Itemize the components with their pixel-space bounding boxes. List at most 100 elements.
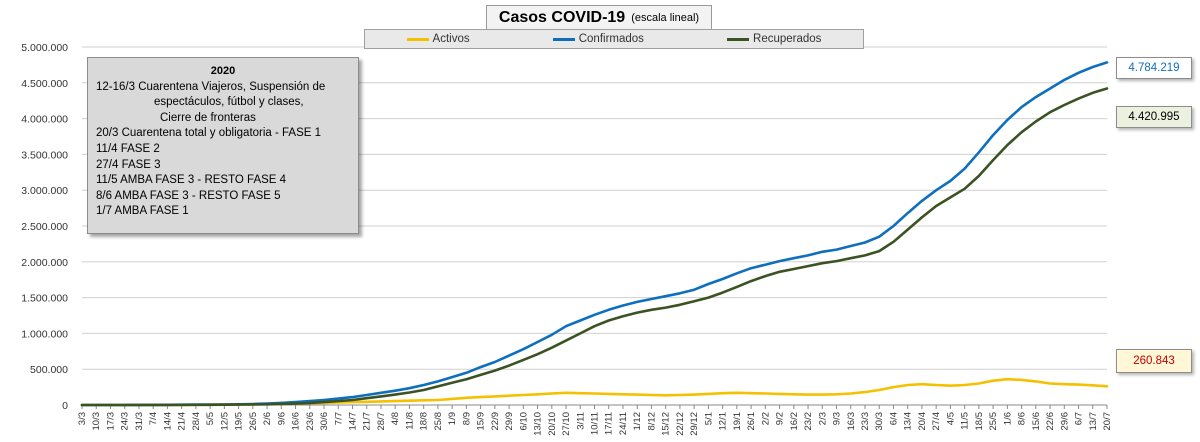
annotation-line: 1/7 AMBA FASE 1 — [96, 205, 189, 218]
x-tick-label: 2/3 — [817, 412, 828, 425]
y-tick-label: 4.500.000 — [21, 78, 68, 90]
x-tick-label: 26/1 — [746, 412, 757, 431]
x-tick-label: 29/9 — [504, 412, 515, 431]
annotation-line: espectáculos, fútbol y clases, — [154, 96, 304, 109]
legend-swatch-confirmados — [552, 37, 575, 41]
y-tick-label: 3.500.000 — [21, 149, 68, 161]
x-tick-label: 2/6 — [262, 412, 273, 425]
x-tick-label: 16/3 — [846, 412, 857, 431]
legend-label-recuperados: Recuperados — [753, 33, 822, 45]
annotation-title: 2020 — [210, 65, 236, 77]
x-tick-label: 13/4 — [903, 412, 914, 431]
y-tick-label: 3.000.000 — [21, 185, 68, 197]
series-lines — [80, 61, 1109, 407]
x-tick-label: 25/5 — [988, 412, 999, 431]
annotation-line: 8/6 AMBA FASE 3 - RESTO FASE 5 — [96, 189, 281, 202]
x-tick-label: 9/2 — [775, 412, 786, 425]
x-tick-label: 23/2 — [803, 412, 814, 431]
legend-swatch-recuperados — [727, 37, 750, 41]
x-tick-label: 12/5 — [219, 412, 230, 431]
x-tick-label: 5/1 — [703, 412, 714, 425]
x-tick-label: 17/11 — [604, 412, 615, 435]
y-tick-label: 4.000.000 — [21, 114, 68, 126]
x-tick-label: 15/9 — [476, 412, 487, 431]
legend-item-activos: Activos — [406, 33, 470, 45]
x-tick-label: 7/4 — [148, 412, 159, 425]
x-tick-label: 9/6 — [276, 412, 287, 425]
legend-item-confirmados: Confirmados — [552, 33, 644, 45]
confirmados-last-value: 4.784.219 — [1116, 57, 1192, 79]
annotation-line: 11/5 AMBA FASE 3 - RESTO FASE 4 — [96, 174, 287, 187]
x-tick-label: 13/10 — [533, 412, 544, 436]
x-tick-label: 22/12 — [675, 412, 686, 436]
x-tick-label: 24/11 — [618, 412, 629, 435]
x-tick-label: 12/1 — [718, 412, 729, 431]
legend-label-confirmados: Confirmados — [578, 33, 644, 45]
chart-title-box: Casos COVID-19 (escala lineal) — [486, 5, 712, 31]
x-tick-label: 22/9 — [490, 412, 501, 431]
x-tick-label: 3/3 — [77, 412, 88, 425]
x-tick-label: 4/5 — [945, 412, 956, 425]
annotation-line: Cierre de fronteras — [160, 111, 256, 124]
x-tick-label: 30/3 — [874, 412, 885, 431]
x-tick-label: 8/12 — [646, 412, 657, 431]
x-tick-label: 29/6 — [1059, 412, 1070, 431]
annotation-line: 20/3 Cuarentena total y obligatoria - FA… — [96, 127, 322, 140]
y-tick-label: 2.000.000 — [21, 257, 68, 269]
x-tick-label: 19/5 — [234, 412, 245, 431]
y-tick-label: 1.000.000 — [21, 328, 68, 340]
x-axis: 3/3 10/3 17/3 24/3 31/3 7/4 14/4 21/4 28/4 5/5 12/… — [77, 405, 1113, 436]
x-tick-label: 20/4 — [917, 412, 928, 431]
x-tick-label: 20/10 — [547, 412, 558, 436]
y-tick-label: 2.500.000 — [21, 221, 68, 233]
y-tick-label: 500.000 — [30, 364, 68, 376]
x-tick-label: 6/10 — [518, 412, 529, 431]
x-tick-label: 7/7 — [333, 412, 344, 425]
x-tick-label: 1/12 — [632, 412, 643, 431]
legend-item-recuperados: Recuperados — [727, 33, 821, 45]
x-tick-label: 8/6 — [1017, 412, 1028, 425]
x-tick-label: 29/12 — [689, 412, 700, 436]
annotation-line: 12-16/3 Cuarentena Viajeros, Suspensión … — [96, 80, 326, 93]
x-tick-label: 3/11 — [575, 412, 586, 430]
y-tick-label: 0 — [62, 400, 68, 412]
x-tick-label: 6/7 — [1074, 412, 1085, 425]
x-tick-label: 16/2 — [789, 412, 800, 431]
x-tick-label: 11/8 — [404, 412, 415, 430]
x-tick-label: 1/6 — [1002, 412, 1013, 425]
recuperados-last-value: 4.420.995 — [1116, 106, 1192, 128]
x-tick-label: 9/3 — [832, 412, 843, 425]
x-tick-label: 27/10 — [561, 412, 572, 436]
x-tick-label: 19/1 — [732, 412, 743, 431]
x-tick-label: 27/4 — [931, 412, 942, 431]
legend-label-activos: Activos — [432, 33, 470, 45]
x-tick-label: 21/4 — [177, 412, 188, 431]
series-line-activos — [80, 377, 1109, 407]
chart-subtitle: (escala lineal) — [631, 12, 700, 24]
x-tick-label: 8/9 — [461, 412, 472, 425]
x-tick-label: 10/11 — [590, 412, 601, 435]
x-tick-label: 31/3 — [134, 412, 145, 431]
x-tick-label: 23/3 — [860, 412, 871, 431]
annotation-line: 11/4 FASE 2 — [96, 142, 160, 155]
x-tick-label: 15/6 — [1031, 412, 1042, 431]
x-tick-label: 10/3 — [91, 412, 102, 431]
series-line-recuperados — [80, 87, 1109, 407]
x-tick-label: 11/5 — [960, 412, 971, 430]
activos-last-value: 260.843 — [1116, 349, 1192, 373]
y-axis: 0 500.000 1.000.000 1.500.000 2.000.000 2.500… — [21, 42, 68, 412]
x-tick-label: 14/7 — [347, 412, 358, 431]
y-tick-label: 5.000.000 — [21, 42, 68, 54]
x-tick-label: 28/7 — [376, 412, 387, 431]
x-tick-label: 2/2 — [760, 412, 771, 425]
annotation-box: 2020 12-16/3 Cuarentena Viajeros, Suspen… — [87, 57, 359, 234]
x-tick-label: 26/5 — [248, 412, 259, 431]
x-tick-label: 15/12 — [661, 412, 672, 436]
x-tick-label: 5/5 — [205, 412, 216, 425]
x-tick-label: 16/6 — [291, 412, 302, 431]
x-tick-label: 18/5 — [974, 412, 985, 431]
legend-swatch-activos — [406, 37, 429, 41]
x-tick-label: 28/4 — [191, 412, 202, 431]
annotation-line: 27/4 FASE 3 — [96, 158, 161, 171]
x-tick-label: 14/4 — [162, 412, 173, 431]
